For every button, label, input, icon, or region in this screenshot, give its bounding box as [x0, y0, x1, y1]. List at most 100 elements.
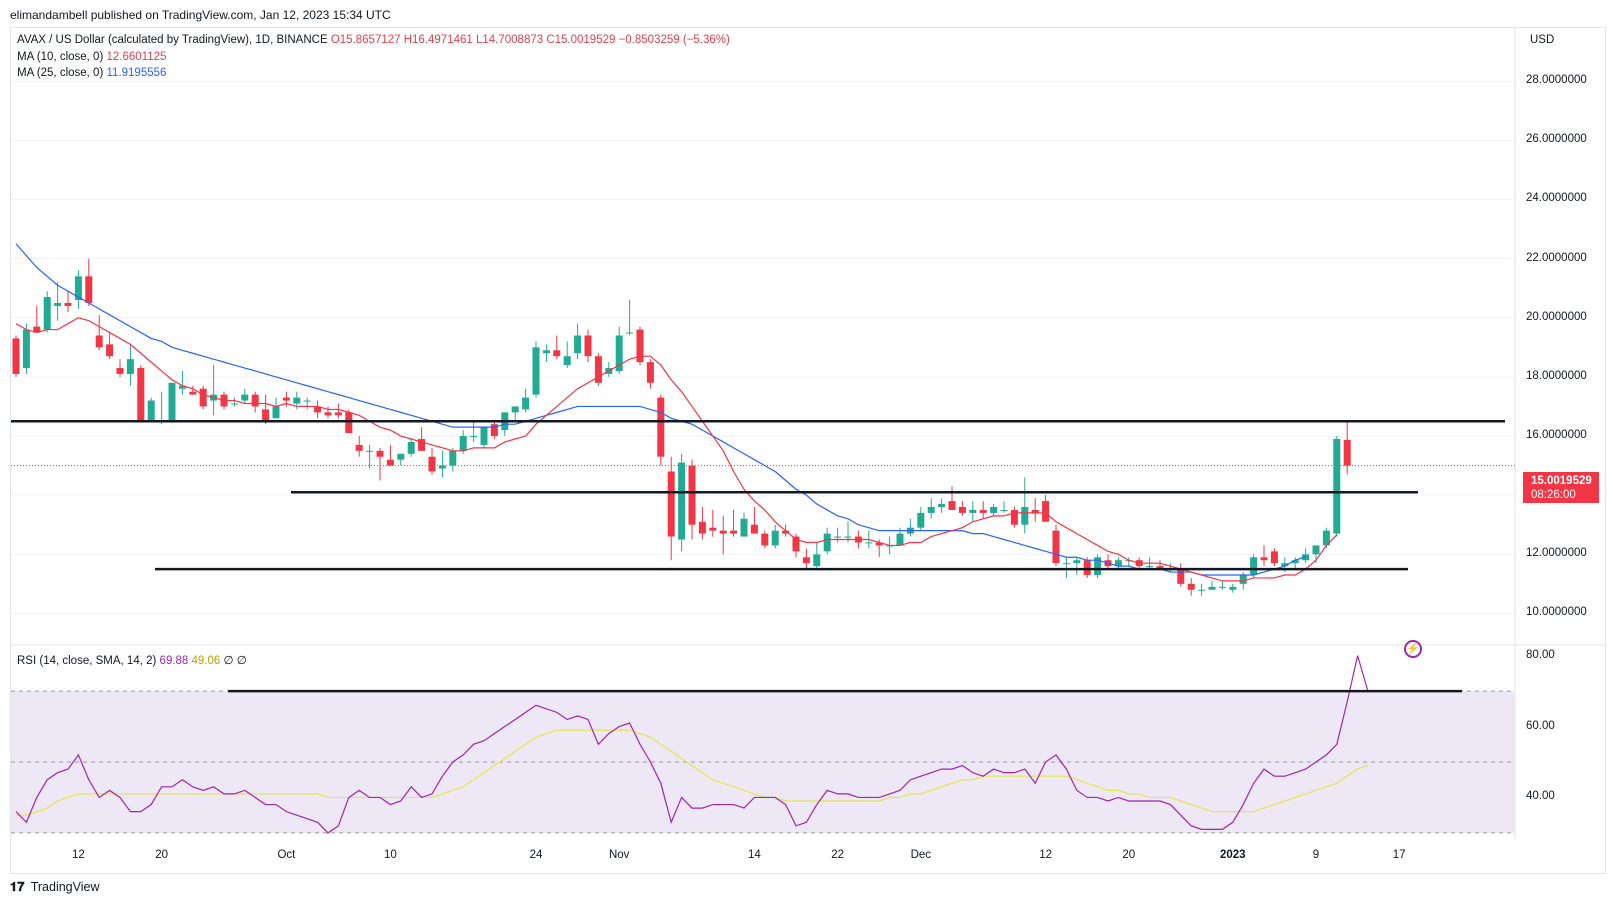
ma10-line: [15, 317, 1338, 582]
candle-body: [771, 530, 779, 546]
candle-body: [823, 533, 831, 552]
candle-body: [490, 424, 498, 437]
candle-body: [917, 512, 925, 528]
candle-body: [33, 326, 41, 333]
candle-body: [386, 459, 394, 466]
rsi-sma-line: [16, 729, 1369, 816]
candle-body: [792, 536, 800, 552]
price-tick-label: 18.0000000: [1526, 369, 1587, 382]
tradingview-logo[interactable]: 𝟏𝟕 TradingView: [10, 879, 100, 895]
candle-body: [1062, 563, 1070, 565]
candle-body: [85, 276, 93, 303]
candle-body: [230, 403, 238, 405]
candle-body: [262, 409, 270, 422]
candle-body: [1281, 563, 1289, 567]
candle-body: [1343, 439, 1351, 466]
candle-body: [303, 400, 311, 402]
candle-body: [1229, 586, 1237, 590]
symbol-legend[interactable]: AVAX / US Dollar (calculated by TradingV…: [17, 34, 730, 46]
candle-body: [511, 406, 519, 413]
candle-body: [563, 356, 571, 366]
candle-body: [1312, 545, 1320, 555]
ma10-value: 12.6601125: [106, 51, 167, 63]
candle-body: [272, 406, 280, 419]
candle-body: [657, 397, 665, 457]
candle-body: [314, 406, 322, 413]
time-tick-label: 22: [831, 849, 844, 861]
candle-body: [241, 394, 249, 401]
candle-body: [147, 400, 155, 422]
candle-body: [137, 368, 145, 422]
candle-body: [293, 397, 301, 404]
candle-body: [927, 506, 935, 513]
candle-body: [1010, 509, 1018, 525]
candle-body: [750, 524, 758, 534]
candle-body: [1042, 501, 1050, 522]
candle-body: [189, 391, 197, 395]
candle-body: [1177, 569, 1185, 584]
candle-body: [834, 536, 842, 538]
candle-body: [74, 276, 82, 301]
bar-countdown: 08:26:00: [1531, 489, 1576, 501]
rsi-legend[interactable]: RSI (14, close, SMA, 14, 2) 69.88 49.06 …: [17, 653, 247, 667]
time-tick-label: 9: [1312, 849, 1320, 861]
chart-frame[interactable]: [10, 27, 1606, 874]
candle-body: [1322, 530, 1330, 546]
candle-body: [594, 356, 602, 383]
rsi-extra-1: ∅: [223, 655, 234, 667]
candle-body: [709, 527, 717, 531]
candle-body: [12, 338, 20, 374]
candle-body: [1156, 566, 1164, 570]
ma10-label: MA (10, close, 0): [17, 51, 104, 63]
candle-body: [615, 335, 623, 371]
lightning-icon[interactable]: ⚡: [1404, 640, 1422, 658]
candle-body: [522, 397, 530, 410]
candle-body: [438, 465, 446, 469]
rsi-line: [15, 655, 1369, 834]
rsi-tick-label: 60.00: [1526, 719, 1555, 732]
ma10-legend[interactable]: MA (10, close, 0) 12.6601125: [17, 51, 166, 63]
candle-body: [646, 362, 654, 383]
candle-body: [418, 438, 426, 451]
candle-body: [1250, 557, 1258, 575]
candle-body: [54, 302, 62, 306]
candle-body: [116, 368, 124, 374]
candle-body: [542, 350, 550, 354]
ma25-legend[interactable]: MA (25, close, 0) 11.9195556: [17, 67, 166, 79]
price-tick-label: 26.0000000: [1526, 133, 1587, 146]
candle-body: [407, 441, 415, 454]
time-tick-label: 24: [529, 849, 543, 861]
rsi-value: 69.88: [159, 655, 189, 667]
price-tick-label: 20.0000000: [1526, 310, 1587, 323]
tradingview-wordmark: TradingView: [30, 880, 100, 894]
candle-body: [1083, 560, 1091, 575]
time-tick-label: 17: [1392, 849, 1406, 861]
candle-body: [1260, 557, 1268, 561]
candle-body: [199, 388, 207, 407]
candle-body: [1198, 589, 1206, 591]
candle-body: [1031, 509, 1039, 513]
candle-body: [958, 506, 966, 513]
candle-body: [636, 329, 644, 363]
last-price-tag: 15.0019529 08:26:00: [1523, 472, 1599, 503]
candle-body: [1333, 438, 1341, 534]
time-tick-label: Nov: [608, 849, 630, 861]
rsi-extra-2: ∅: [236, 655, 247, 667]
candle-body: [324, 412, 332, 416]
rsi-sma-value: 49.06: [191, 655, 221, 667]
candle-body: [178, 385, 186, 389]
candle-body: [1000, 509, 1008, 511]
candle-body: [1239, 574, 1247, 584]
time-tick-label: 12: [71, 849, 85, 861]
candle-body: [1187, 583, 1195, 590]
candle-body: [1270, 551, 1278, 564]
candle-body: [251, 394, 259, 407]
time-tick-label: 2023: [1220, 849, 1246, 861]
candle-body: [584, 335, 592, 357]
candle-body: [106, 344, 114, 357]
candle-body: [667, 471, 675, 537]
currency-label[interactable]: USD: [1530, 34, 1555, 46]
candle-body: [1208, 586, 1216, 590]
candle-body: [761, 533, 769, 546]
